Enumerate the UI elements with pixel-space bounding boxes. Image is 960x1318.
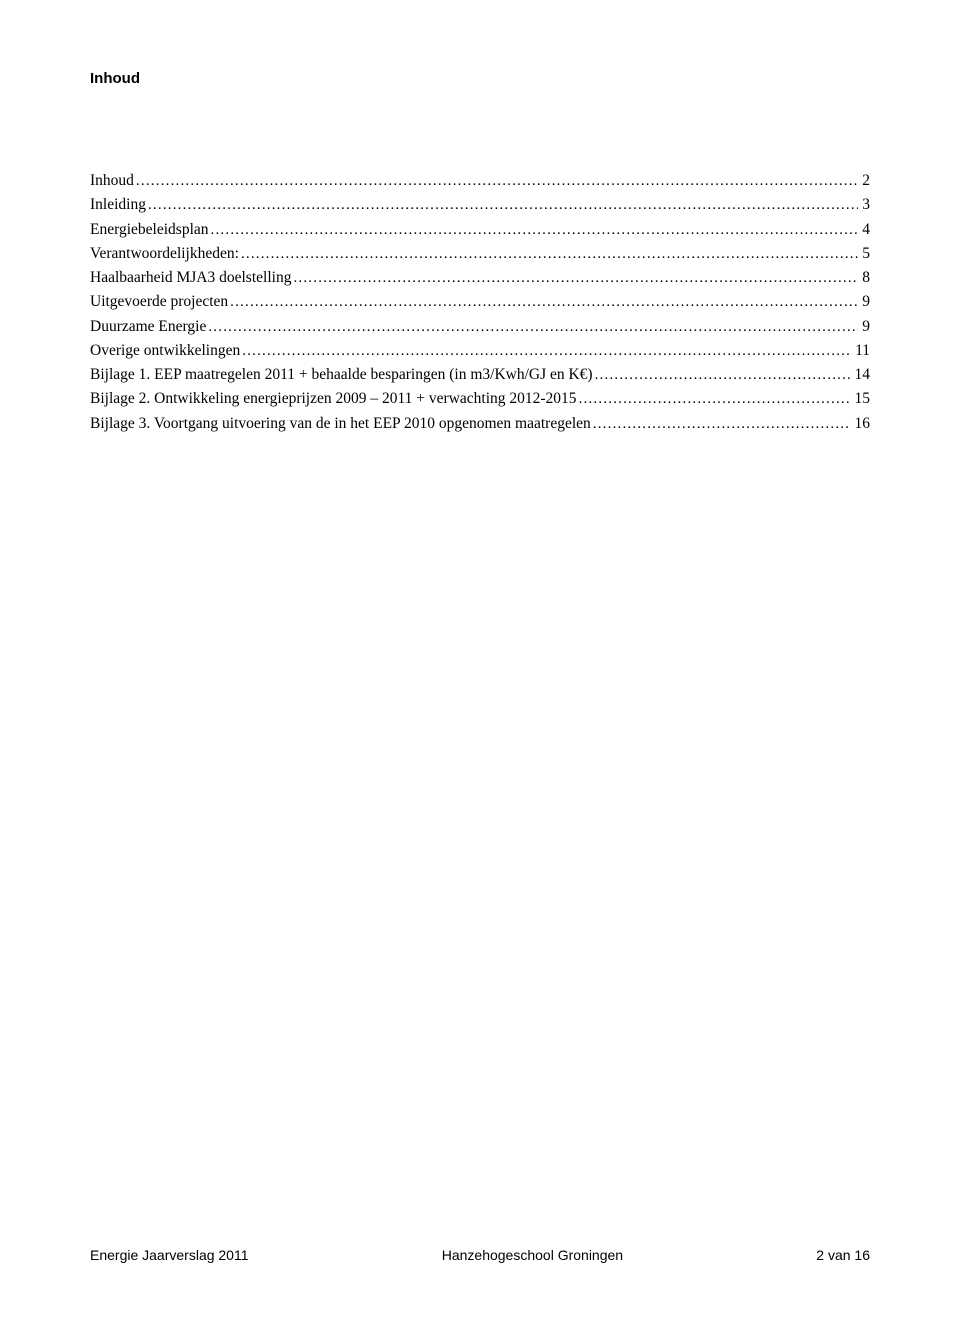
- toc-leader-dots: [146, 194, 858, 217]
- toc-entry: Overige ontwikkelingen 11: [90, 339, 870, 363]
- toc-leader-dots: [206, 316, 858, 339]
- toc-label: Bijlage 3. Voortgang uitvoering van de i…: [90, 412, 591, 436]
- toc-leader-dots: [228, 291, 858, 314]
- table-of-contents: Inhoud 2 Inleiding 3 Energiebeleidsplan …: [90, 169, 870, 436]
- toc-leader-dots: [134, 170, 858, 193]
- toc-page-number: 5: [858, 242, 870, 266]
- toc-page-number: 2: [858, 169, 870, 193]
- toc-page-number: 3: [858, 193, 870, 217]
- page-heading: Inhoud: [90, 70, 870, 87]
- toc-leader-dots: [591, 413, 851, 436]
- toc-entry: Energiebeleidsplan 4: [90, 218, 870, 242]
- toc-page-number: 11: [851, 339, 870, 363]
- toc-page-number: 9: [858, 315, 870, 339]
- toc-label: Bijlage 1. EEP maatregelen 2011 + behaal…: [90, 363, 593, 387]
- toc-label: Energiebeleidsplan: [90, 218, 209, 242]
- page-footer: Energie Jaarverslag 2011 Hanzehogeschool…: [90, 1247, 870, 1263]
- toc-label: Inhoud: [90, 169, 134, 193]
- toc-entry: Uitgevoerde projecten 9: [90, 290, 870, 314]
- toc-label: Overige ontwikkelingen: [90, 339, 240, 363]
- toc-entry: Duurzame Energie 9: [90, 315, 870, 339]
- toc-leader-dots: [240, 340, 851, 363]
- footer-right: 2 van 16: [816, 1247, 870, 1263]
- toc-page-number: 16: [851, 412, 871, 436]
- toc-label: Inleiding: [90, 193, 146, 217]
- toc-page-number: 14: [851, 363, 871, 387]
- toc-page-number: 4: [858, 218, 870, 242]
- footer-left: Energie Jaarverslag 2011: [90, 1247, 249, 1263]
- toc-entry: Inhoud 2: [90, 169, 870, 193]
- toc-leader-dots: [209, 219, 859, 242]
- toc-entry: Bijlage 3. Voortgang uitvoering van de i…: [90, 412, 870, 436]
- toc-leader-dots: [593, 364, 851, 387]
- toc-page-number: 9: [858, 290, 870, 314]
- toc-label: Uitgevoerde projecten: [90, 290, 228, 314]
- toc-label: Duurzame Energie: [90, 315, 206, 339]
- toc-entry: Haalbaarheid MJA3 doelstelling 8: [90, 266, 870, 290]
- toc-page-number: 15: [851, 387, 871, 411]
- toc-entry: Bijlage 1. EEP maatregelen 2011 + behaal…: [90, 363, 870, 387]
- toc-leader-dots: [577, 388, 851, 411]
- footer-center: Hanzehogeschool Groningen: [442, 1247, 623, 1263]
- toc-entry: Inleiding 3: [90, 193, 870, 217]
- toc-entry: Verantwoordelijkheden: 5: [90, 242, 870, 266]
- toc-leader-dots: [239, 243, 858, 266]
- toc-entry: Bijlage 2. Ontwikkeling energieprijzen 2…: [90, 387, 870, 411]
- toc-label: Haalbaarheid MJA3 doelstelling: [90, 266, 291, 290]
- toc-leader-dots: [291, 267, 858, 290]
- toc-label: Bijlage 2. Ontwikkeling energieprijzen 2…: [90, 387, 577, 411]
- toc-label: Verantwoordelijkheden:: [90, 242, 239, 266]
- toc-page-number: 8: [858, 266, 870, 290]
